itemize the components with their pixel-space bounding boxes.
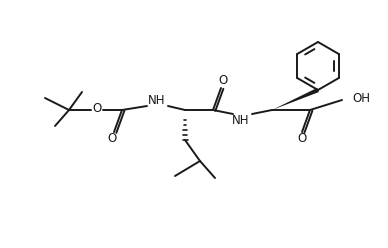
Text: NH: NH — [232, 114, 250, 126]
Text: O: O — [107, 132, 117, 146]
Text: OH: OH — [352, 92, 370, 104]
Text: O: O — [297, 132, 307, 146]
Text: O: O — [92, 102, 102, 116]
Text: O: O — [218, 74, 228, 88]
Text: NH: NH — [148, 94, 166, 107]
Polygon shape — [272, 88, 319, 110]
